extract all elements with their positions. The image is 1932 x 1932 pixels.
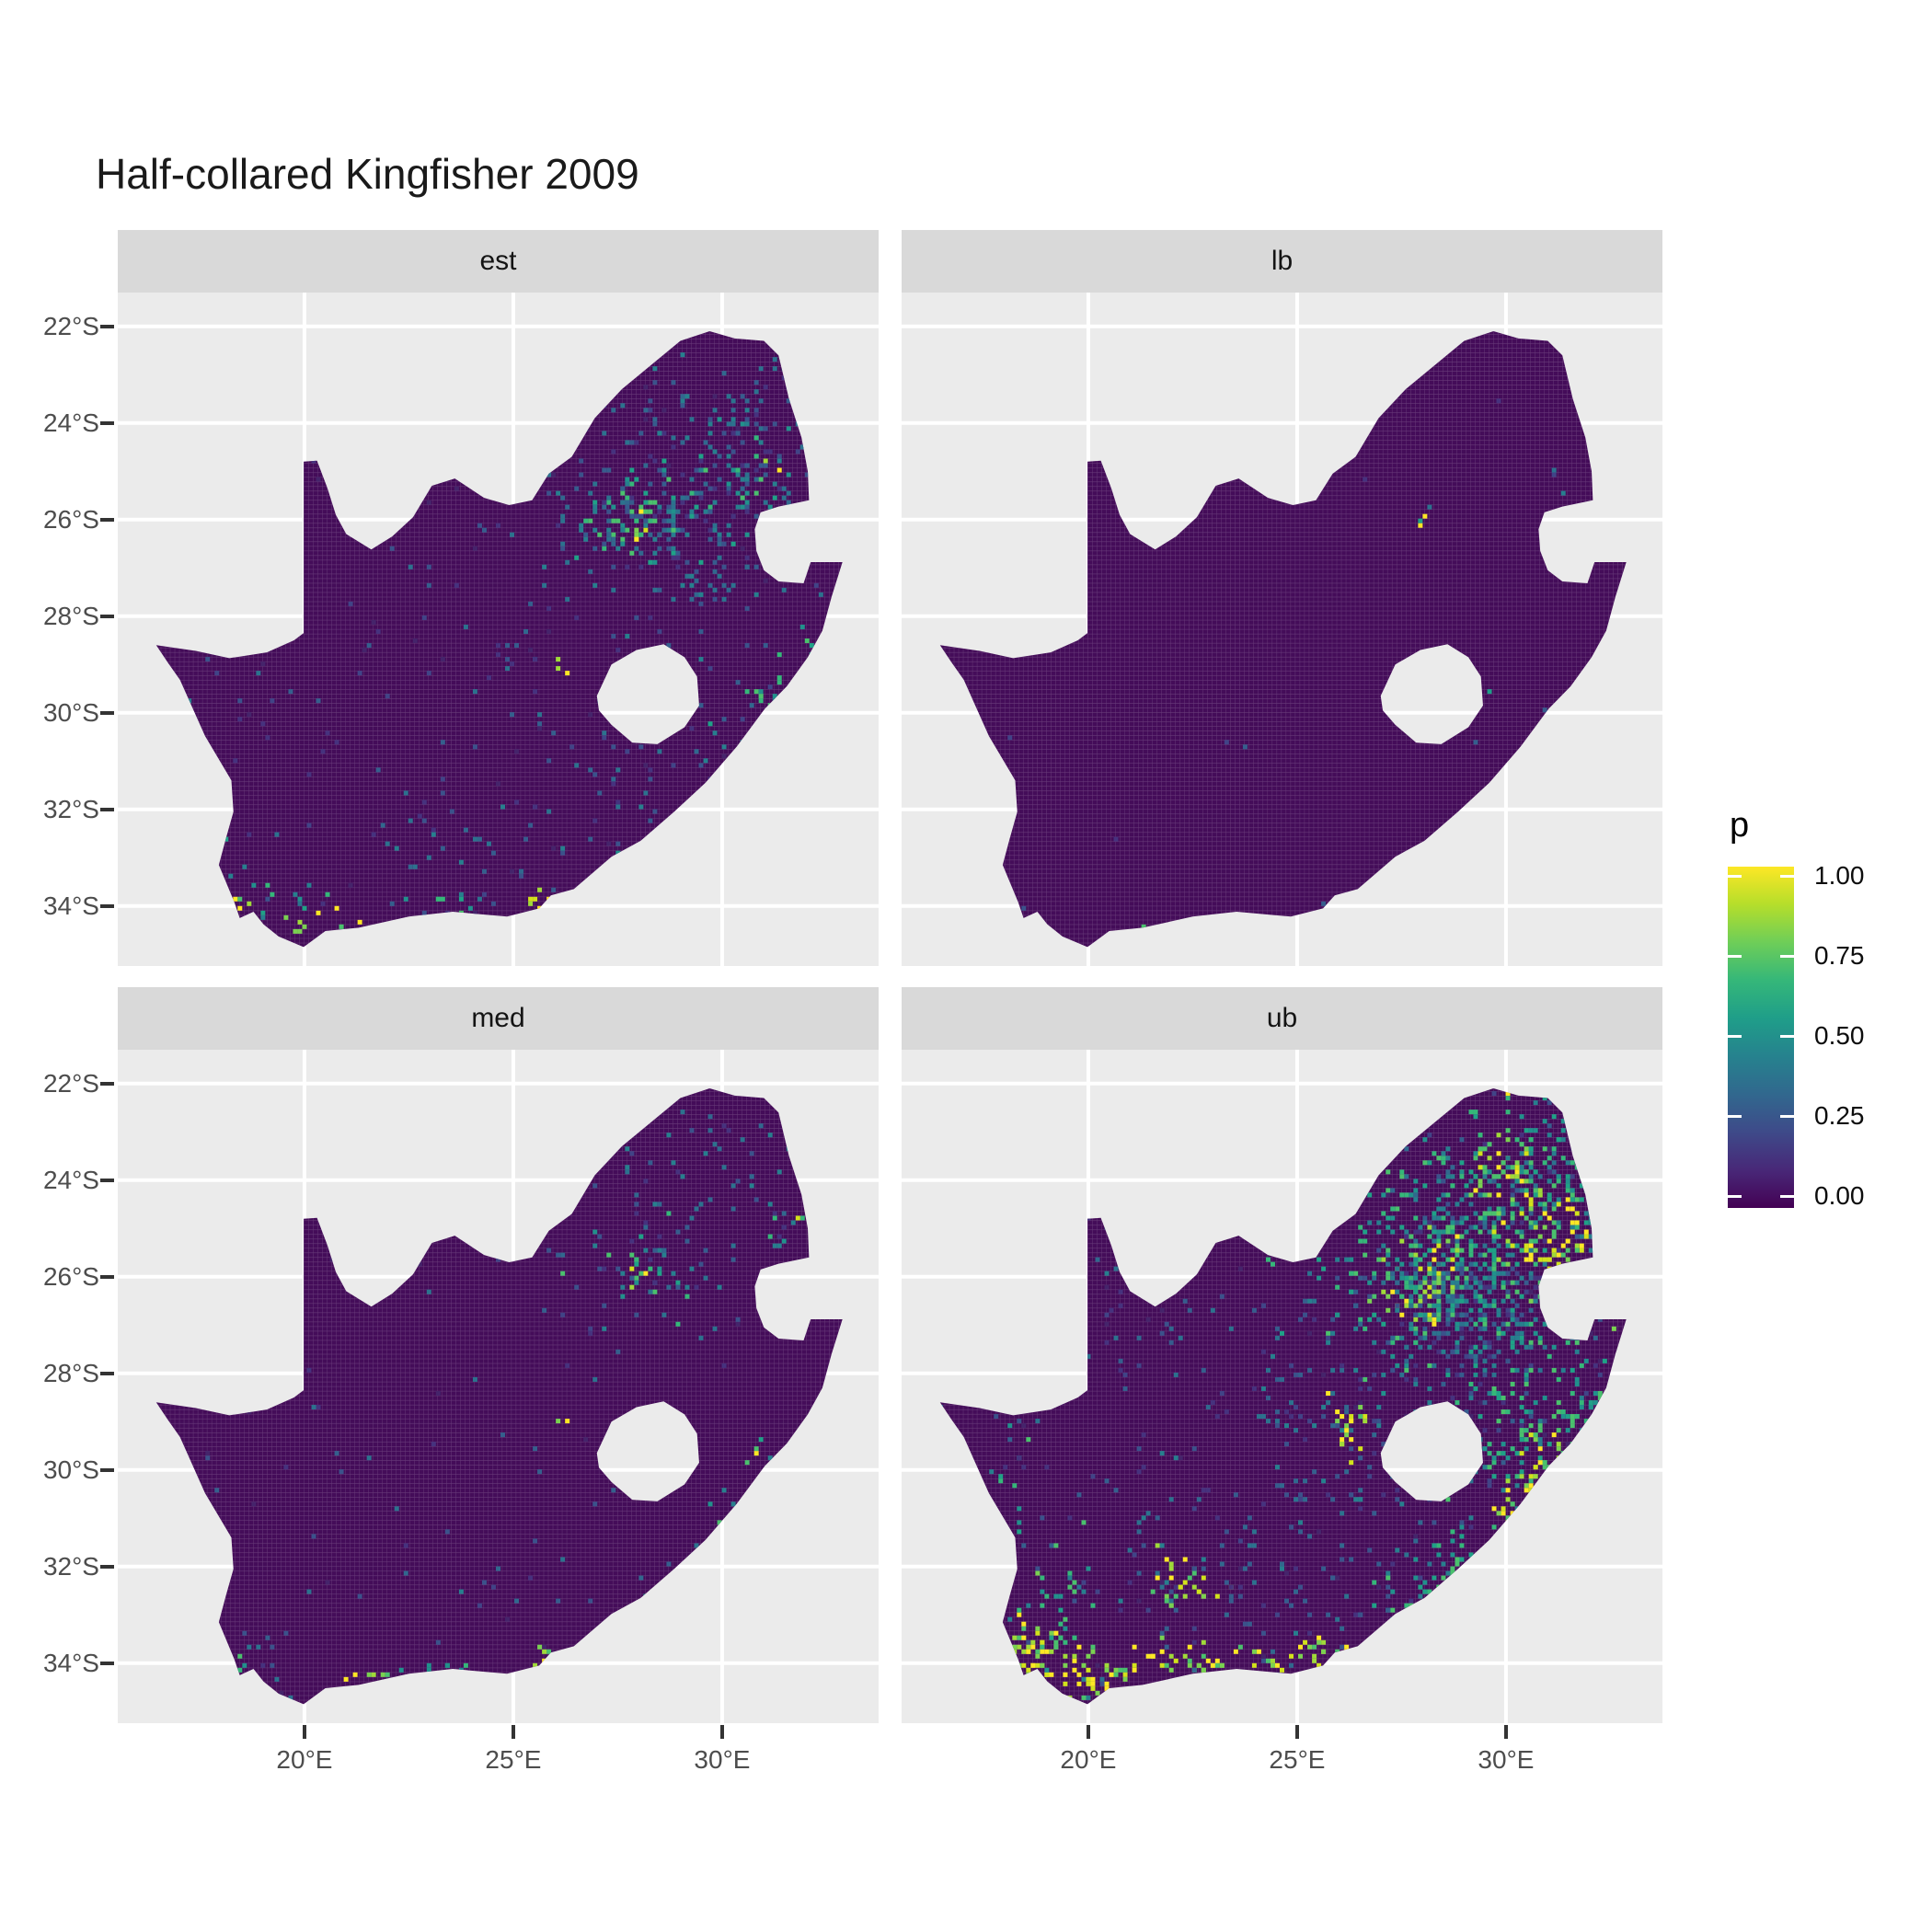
y-tick-label: 26°S [42,504,99,534]
legend-tick-label: 1.00 [1814,861,1865,890]
legend-tick-mark [1728,1115,1742,1118]
facet-strip-label: est [479,246,517,276]
legend-tick-label: 0.50 [1814,1021,1865,1050]
x-tick-label: 25°E [485,1745,542,1774]
y-tick-mark [100,1564,114,1569]
x-tick-label: 20°E [276,1745,333,1774]
legend-tick-label: 0.00 [1814,1181,1865,1210]
y-tick-mark [100,1178,114,1182]
y-tick-label: 22°S [42,311,99,340]
y-tick-label: 32°S [42,1551,99,1581]
y-tick-label: 24°S [42,1165,99,1194]
legend-tick-mark [1780,1035,1794,1038]
x-tick-mark [1294,1725,1299,1739]
legend-tick-mark [1780,875,1794,878]
x-tick-label: 25°E [1269,1745,1326,1774]
y-tick-mark [100,517,114,522]
y-tick-label: 30°S [42,697,99,727]
y-tick-mark [100,420,114,425]
y-tick-mark [100,1467,114,1472]
x-tick-label: 20°E [1060,1745,1117,1774]
x-tick-mark [1086,1725,1090,1739]
legend-tick-mark [1780,1115,1794,1118]
map-panel-est [118,293,879,966]
facet-strip-med: med [118,987,879,1050]
legend-tick-mark [1728,955,1742,958]
chart-title: Half-collared Kingfisher 2009 [96,150,639,198]
x-tick-mark [302,1725,306,1739]
legend-tick-mark [1780,955,1794,958]
legend-tick-mark [1728,1195,1742,1198]
legend-title: p [1730,806,1750,845]
legend-tick-mark [1780,1195,1794,1198]
map-panel-ub [902,1050,1662,1723]
y-tick-mark [100,1661,114,1665]
y-tick-label: 22°S [42,1068,99,1098]
y-tick-mark [100,903,114,908]
map-panel-med [118,1050,879,1723]
y-tick-label: 28°S [42,601,99,630]
y-tick-mark [100,807,114,811]
legend-tick-mark [1728,1035,1742,1038]
y-tick-mark [100,1371,114,1375]
x-tick-mark [719,1725,724,1739]
x-tick-mark [511,1725,515,1739]
y-tick-label: 28°S [42,1358,99,1387]
x-tick-mark [1503,1725,1508,1739]
y-tick-mark [100,1274,114,1279]
facet-strip-est: est [118,230,879,293]
y-tick-mark [100,324,114,328]
legend-tick-label: 0.25 [1814,1101,1865,1130]
x-tick-label: 30°E [1478,1745,1535,1774]
facet-strip-lb: lb [902,230,1662,293]
x-tick-label: 30°E [694,1745,751,1774]
legend-tick-label: 0.75 [1814,941,1865,970]
facet-strip-label: ub [1266,1003,1298,1033]
y-tick-mark [100,614,114,618]
facet-strip-label: lb [1271,246,1294,276]
facet-strip-label: med [471,1003,525,1033]
y-tick-mark [100,710,114,715]
y-tick-label: 34°S [42,891,99,920]
map-panel-lb [902,293,1662,966]
y-tick-label: 34°S [42,1648,99,1677]
y-tick-label: 32°S [42,794,99,823]
y-tick-mark [100,1081,114,1086]
facet-strip-ub: ub [902,987,1662,1050]
y-tick-label: 24°S [42,408,99,437]
y-tick-label: 30°S [42,1455,99,1484]
legend-tick-mark [1728,875,1742,878]
y-tick-label: 26°S [42,1261,99,1291]
